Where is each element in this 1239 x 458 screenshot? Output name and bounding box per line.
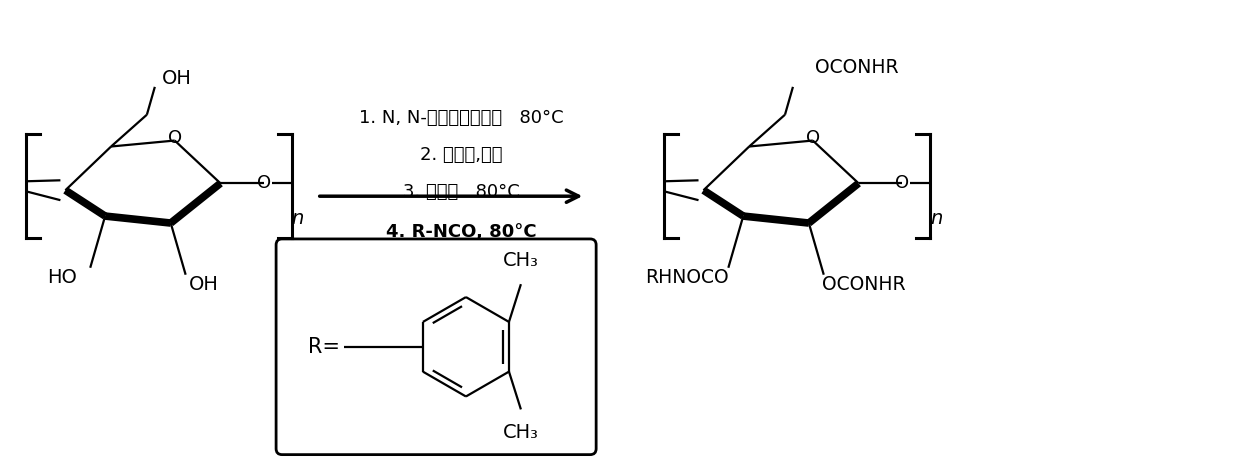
Text: 3. 吠吠，   80°C: 3. 吠吠， 80°C <box>403 183 519 201</box>
Text: OCONHR: OCONHR <box>821 275 906 294</box>
Text: 1. N, N-二甲基乙酰胺，   80°C: 1. N, N-二甲基乙酰胺， 80°C <box>358 109 564 126</box>
Text: OCONHR: OCONHR <box>815 58 898 77</box>
Text: OH: OH <box>188 275 218 294</box>
Text: CH₃: CH₃ <box>503 251 539 270</box>
Text: $n$: $n$ <box>929 208 943 228</box>
Text: CH₃: CH₃ <box>503 423 539 442</box>
Text: $n$: $n$ <box>291 208 305 228</box>
Text: OH: OH <box>162 70 192 88</box>
Text: O: O <box>167 129 182 147</box>
Text: 4. R-NCO, 80°C: 4. R-NCO, 80°C <box>385 223 536 241</box>
Text: RHNOCO: RHNOCO <box>644 268 729 287</box>
Text: O: O <box>805 129 820 147</box>
Text: HO: HO <box>47 268 77 287</box>
Text: R=: R= <box>307 337 339 357</box>
Text: 2. 氯化锂,常温: 2. 氯化锂,常温 <box>420 147 502 164</box>
Text: O: O <box>896 174 909 192</box>
Text: O: O <box>258 174 271 192</box>
